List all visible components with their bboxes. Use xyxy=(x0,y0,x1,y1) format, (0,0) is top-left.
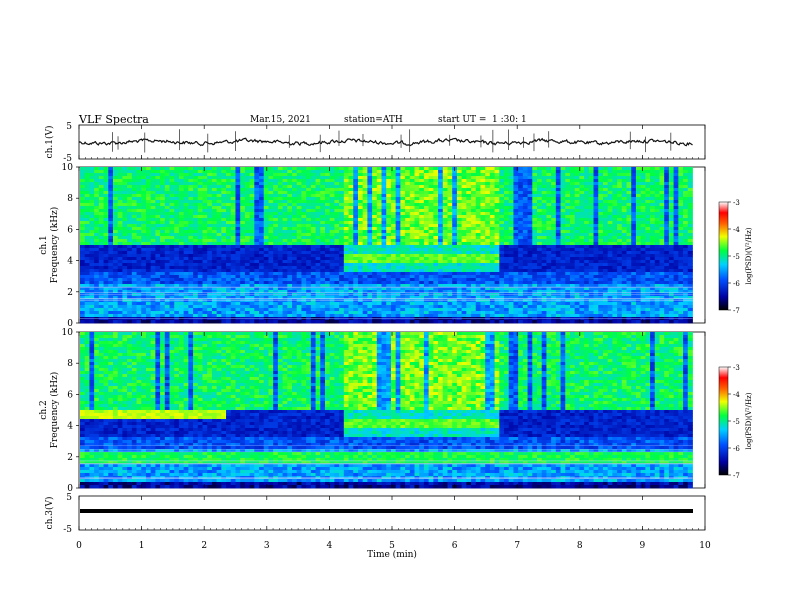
ch3-waveform-trace xyxy=(80,509,693,513)
start-ut-label: start UT = xyxy=(438,115,490,125)
spec-ytick-label: 10 xyxy=(62,163,74,173)
x-tick-label: 7 xyxy=(514,541,520,551)
ch1-spec-ylabel: Frequency (kHz) xyxy=(49,207,60,284)
ch1-spikes xyxy=(112,129,672,153)
x-tick-label: 8 xyxy=(577,541,583,551)
start-ut-value: 1 :30: 1 xyxy=(492,115,527,125)
ch1-spectrogram-panel: 0 2 4 6 8 10 ch.1 Frequency (kHz) xyxy=(39,163,706,329)
date-label: Mar.15, 2021 xyxy=(250,115,311,125)
colorbar-tick-label: -3 xyxy=(733,364,740,372)
colorbar-tick-label: -5 xyxy=(733,418,740,426)
spec-ytick-label: 8 xyxy=(67,194,73,204)
ch3-waveform-panel: 5 -5 ch.3(V) xyxy=(44,493,706,535)
ch1-colorbar-scale xyxy=(718,201,729,311)
colorbar-tick-label: -6 xyxy=(733,280,740,288)
ch1-spec-ylabel-top: ch.1 xyxy=(39,235,49,254)
x-tick-label: 2 xyxy=(201,541,207,551)
ch1-waveform-panel: 5 -5 ch.1(V) xyxy=(44,122,706,164)
spec-ytick-label: 4 xyxy=(67,422,73,432)
ch2-spec-ylabel: Frequency (kHz) xyxy=(49,372,60,449)
ch1-colorbar-label: log(PSD)(V²/Hz) xyxy=(745,227,753,284)
colorbar-tick-label: -3 xyxy=(733,199,740,207)
colorbar-tick-label: -4 xyxy=(733,391,740,399)
spec-ytick-label: 6 xyxy=(67,225,73,235)
ch1-colorbar-ticks: -3 -4 -5 -6 -7 xyxy=(728,199,740,315)
colorbar-tick-label: -7 xyxy=(733,472,740,480)
ch2-spec-ylabel-top: ch.2 xyxy=(39,400,49,419)
spec-ytick-label: 4 xyxy=(67,257,73,267)
ch2-spectrogram-image xyxy=(80,332,693,489)
x-tick-label: 10 xyxy=(699,541,711,551)
spec-ytick-label: 2 xyxy=(67,288,73,298)
ch3-ytick-top: 5 xyxy=(66,493,72,503)
spec-ytick-label: 0 xyxy=(67,484,73,494)
ch3-ytick-bottom: -5 xyxy=(63,525,72,535)
ch2-colorbar-label: log(PSD)(V²/Hz) xyxy=(745,392,753,449)
colorbar-tick-label: -7 xyxy=(733,307,740,315)
x-tick-label: 0 xyxy=(76,541,82,551)
x-tick-label: 1 xyxy=(139,541,145,551)
time-axis: 0 1 2 3 4 5 6 7 8 9 10 xyxy=(76,125,711,551)
ch3-ylabel: ch.3(V) xyxy=(44,497,55,530)
x-tick-label: 4 xyxy=(327,541,333,551)
ch2-spectrogram-panel: 0 2 4 6 8 10 ch.2 Frequency (kHz) xyxy=(39,328,706,494)
ch1-waveform-trace xyxy=(78,137,693,147)
ch2-colorbar: -3 -4 -5 -6 -7 log(PSD)(V²/Hz) xyxy=(718,364,753,480)
spec-ytick-label: 10 xyxy=(62,328,74,338)
x-tick-label: 9 xyxy=(640,541,646,551)
spec-ytick-label: 2 xyxy=(67,453,73,463)
chart-title: VLF Spectra xyxy=(79,113,149,126)
colorbar-tick-label: -4 xyxy=(733,226,740,234)
ch2-spec-yticks: 0 2 4 6 8 10 xyxy=(62,328,79,494)
x-tick-label: 5 xyxy=(389,541,395,551)
x-axis-label: Time (min) xyxy=(367,549,417,560)
spec-ytick-label: 0 xyxy=(67,319,73,329)
ch1-ylabel: ch.1(V) xyxy=(44,126,55,159)
spec-ytick-label: 6 xyxy=(67,390,73,400)
ch2-colorbar-ticks: -3 -4 -5 -6 -7 xyxy=(728,364,740,480)
colorbar-tick-label: -5 xyxy=(733,253,740,261)
ch1-spec-yticks: 0 2 4 6 8 10 xyxy=(62,163,79,329)
ch1-spectrogram-image xyxy=(80,167,693,324)
spec-ytick-label: 8 xyxy=(67,359,73,369)
colorbar-tick-label: -6 xyxy=(733,445,740,453)
x-tick-label: 3 xyxy=(264,541,270,551)
station-label: station=ATH xyxy=(344,115,403,125)
ch1-ytick-top: 5 xyxy=(66,122,72,132)
ch1-ytick-bottom: -5 xyxy=(63,154,72,164)
x-tick-label: 6 xyxy=(452,541,458,551)
ch1-colorbar: -3 -4 -5 -6 -7 log(PSD)(V²/Hz) xyxy=(718,199,753,315)
ch2-colorbar-scale xyxy=(718,366,729,476)
